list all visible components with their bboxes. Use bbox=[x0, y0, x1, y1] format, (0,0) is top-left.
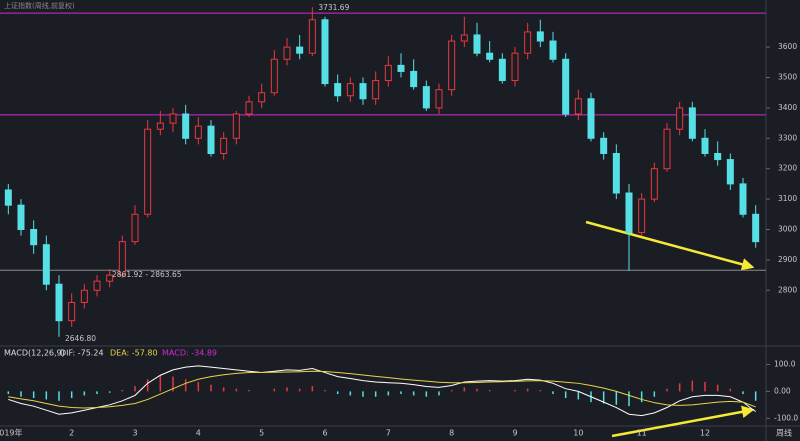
candle-body bbox=[726, 159, 734, 185]
candle-body bbox=[587, 98, 595, 139]
y-tick-label: 0.00 bbox=[774, 386, 791, 395]
macd-line bbox=[8, 365, 756, 417]
y-tick-label: 3200 bbox=[778, 164, 797, 173]
candle-body bbox=[68, 301, 76, 322]
candle-body bbox=[194, 125, 202, 139]
x-tick-label: 7 bbox=[386, 429, 391, 438]
y-tick-label: 2800 bbox=[778, 285, 797, 294]
candle-body bbox=[258, 92, 266, 103]
candle-body bbox=[422, 86, 430, 109]
candle-body bbox=[562, 58, 570, 115]
x-tick-label: 11 bbox=[637, 429, 647, 438]
trend-arrow bbox=[585, 220, 755, 271]
candle-body bbox=[346, 83, 354, 97]
candle-body bbox=[308, 19, 316, 54]
candle-body bbox=[739, 183, 747, 215]
candle-body bbox=[498, 58, 506, 82]
candle-body bbox=[80, 289, 88, 303]
candle-body bbox=[118, 241, 126, 276]
candle-body bbox=[574, 98, 582, 115]
dif-label: DIF: -75.24 bbox=[60, 349, 104, 358]
candle-body bbox=[625, 192, 633, 234]
candle-body bbox=[156, 122, 164, 130]
y-tick-label: 3600 bbox=[778, 42, 797, 51]
candle-body bbox=[30, 228, 38, 246]
x-tick-label: 12 bbox=[700, 429, 710, 438]
macd-line bbox=[8, 370, 756, 409]
candle-body bbox=[144, 128, 152, 215]
candle-body bbox=[55, 283, 63, 322]
x-tick-label: 3 bbox=[132, 429, 137, 438]
candle-body bbox=[359, 83, 367, 100]
candle-body bbox=[384, 64, 392, 82]
candle-body bbox=[638, 198, 646, 234]
candle-body bbox=[486, 52, 494, 60]
candle-body bbox=[106, 274, 114, 282]
candle-body bbox=[473, 34, 481, 54]
y-tick-label: -100.0 bbox=[774, 413, 798, 422]
candle-body bbox=[296, 46, 304, 54]
candle-body bbox=[549, 40, 557, 60]
candle-body bbox=[448, 40, 456, 91]
candle-body bbox=[536, 31, 544, 42]
candle-body bbox=[511, 52, 519, 82]
dea-label: DEA: -57.80 bbox=[110, 349, 158, 358]
y-tick-label: 100.0 bbox=[774, 359, 796, 368]
high-label: 3731.69 bbox=[318, 3, 349, 12]
candle-body bbox=[270, 58, 278, 94]
macd-label: MACD: -34.89 bbox=[162, 349, 217, 358]
candle-body bbox=[169, 113, 177, 124]
candle-body bbox=[612, 153, 620, 194]
x-tick-label: 2 bbox=[69, 429, 74, 438]
candle-body bbox=[714, 153, 722, 161]
range-label: 2861.92 - 2863.65 bbox=[112, 270, 182, 279]
candle-body bbox=[460, 34, 468, 42]
x-tick-label: 9 bbox=[512, 429, 517, 438]
chart-title: 上证指数(周线,前复权) bbox=[4, 1, 75, 10]
x-tick-label: 8 bbox=[449, 429, 454, 438]
macd-title: MACD(12,26,9) bbox=[4, 349, 65, 358]
candle-body bbox=[334, 83, 342, 97]
y-tick-label: 3500 bbox=[778, 73, 797, 82]
candle-body bbox=[207, 125, 215, 155]
candle-body bbox=[131, 213, 139, 243]
candle-body bbox=[663, 128, 671, 170]
x-tick-label: 6 bbox=[322, 429, 327, 438]
y-tick-label: 3300 bbox=[778, 133, 797, 142]
candle-body bbox=[701, 137, 709, 155]
trend-arrow bbox=[611, 405, 755, 438]
candle-body bbox=[93, 280, 101, 291]
period-label: 周线 bbox=[776, 428, 792, 438]
candle-body bbox=[676, 107, 684, 130]
candle-body bbox=[410, 70, 418, 88]
candle-body bbox=[321, 19, 329, 85]
y-tick-label: 2900 bbox=[778, 255, 797, 264]
x-tick-label: 5 bbox=[259, 429, 264, 438]
candle-body bbox=[435, 89, 443, 109]
candle-body bbox=[688, 107, 696, 139]
candle-body bbox=[752, 213, 760, 243]
x-tick-label: 4 bbox=[196, 429, 201, 438]
candle-body bbox=[650, 168, 658, 200]
y-tick-label: 3100 bbox=[778, 194, 797, 203]
candle-body bbox=[283, 46, 291, 60]
candle-body bbox=[397, 64, 405, 72]
x-tick-label: 10 bbox=[573, 429, 583, 438]
candle-body bbox=[372, 80, 380, 100]
candle-body bbox=[232, 113, 240, 139]
candle-body bbox=[17, 204, 25, 230]
candle-body bbox=[245, 101, 253, 115]
candle-body bbox=[524, 31, 532, 54]
candle-body bbox=[182, 113, 190, 139]
y-tick-label: 3400 bbox=[778, 103, 797, 112]
candle-body bbox=[220, 137, 228, 155]
candle-body bbox=[600, 137, 608, 155]
y-tick-label: 3000 bbox=[778, 224, 797, 233]
candle-body bbox=[42, 244, 50, 285]
low-label: 2646.80 bbox=[65, 334, 96, 343]
x-tick-label: 2019年 bbox=[0, 428, 23, 438]
candle-body bbox=[4, 189, 12, 206]
